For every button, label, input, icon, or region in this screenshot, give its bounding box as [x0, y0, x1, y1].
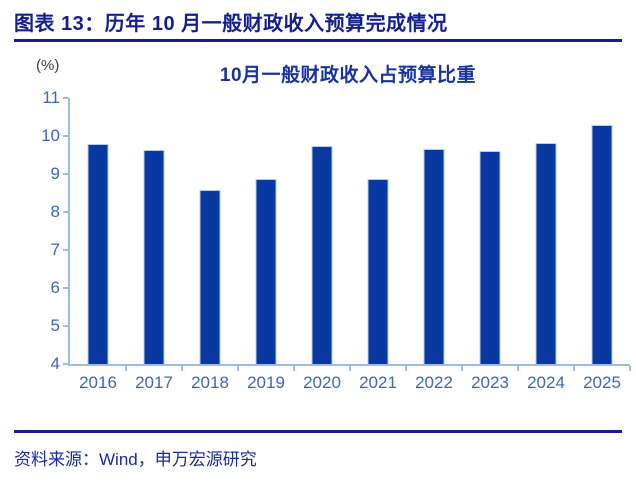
y-axis-tick-label: 7 — [50, 240, 60, 259]
bar-2018 — [199, 189, 221, 364]
caption-underline — [14, 39, 622, 42]
bar-2017 — [143, 150, 165, 364]
y-axis-tick-mark — [63, 287, 68, 289]
x-axis-tick-label: 2023 — [471, 373, 509, 392]
x-axis-tick-mark — [573, 366, 575, 371]
chart-title: 10月一般财政收入占预算比重 — [219, 65, 477, 86]
y-axis-tick-label: 5 — [50, 316, 60, 335]
x-axis-tick-mark — [125, 366, 127, 371]
x-axis-tick-mark — [349, 366, 351, 371]
y-axis-tick-mark — [63, 325, 68, 327]
y-axis-tick-label: 10 — [41, 126, 60, 145]
y-axis-tick-mark — [63, 97, 68, 99]
y-axis-tick-mark — [63, 249, 68, 251]
bar-2020 — [311, 145, 333, 364]
x-axis-tick-mark — [405, 366, 407, 371]
x-axis-tick-label: 2020 — [303, 373, 341, 392]
bar-2025 — [591, 124, 613, 364]
y-axis-tick-label: 9 — [50, 164, 60, 183]
y-axis-tick-mark — [63, 211, 68, 213]
x-axis-tick-label: 2016 — [79, 373, 117, 392]
footer-divider — [14, 430, 622, 433]
bar-2019 — [255, 179, 277, 364]
bar-2016 — [87, 144, 109, 364]
data-source-note: 资料来源：Wind，申万宏源研究 — [14, 450, 257, 469]
y-axis-tick-mark — [63, 363, 68, 365]
x-axis-tick-mark — [517, 366, 519, 371]
x-axis-tick-label: 2019 — [247, 373, 285, 392]
y-axis-tick-label: 8 — [50, 202, 60, 221]
bar-2021 — [367, 179, 389, 364]
x-axis-tick-mark — [181, 366, 183, 371]
bar-2024 — [535, 143, 557, 364]
y-axis-tick-label: 11 — [42, 88, 60, 107]
bar-2022 — [423, 148, 445, 364]
y-axis-tick-mark — [63, 135, 68, 137]
x-axis-tick-mark — [461, 366, 463, 371]
x-axis-tick-label: 2021 — [359, 373, 397, 392]
x-axis-tick-mark — [629, 366, 631, 371]
bar-chart-plot-area: 4 5 6 7 8 9 10 11 2016 2017 2018 2019 2020 2021 2022 20… — [41, 88, 631, 392]
x-axis-tick-label: 2018 — [191, 373, 229, 392]
x-axis-tick-mark — [293, 366, 295, 371]
x-axis-tick-mark — [237, 366, 239, 371]
y-axis-tick-label: 4 — [50, 354, 60, 373]
x-axis-tick-label: 2024 — [527, 373, 565, 392]
x-axis-tick-label: 2022 — [415, 373, 453, 392]
figure-caption: 图表 13：历年 10 月一般财政收入预算完成情况 — [14, 13, 448, 35]
y-axis-tick-label: 6 — [50, 278, 60, 297]
y-axis-unit-label: (%) — [36, 57, 60, 74]
y-axis-tick-mark — [63, 173, 68, 175]
x-axis-tick-label: 2025 — [583, 373, 621, 392]
x-axis-tick-label: 2017 — [135, 373, 173, 392]
bar-2023 — [479, 151, 501, 364]
